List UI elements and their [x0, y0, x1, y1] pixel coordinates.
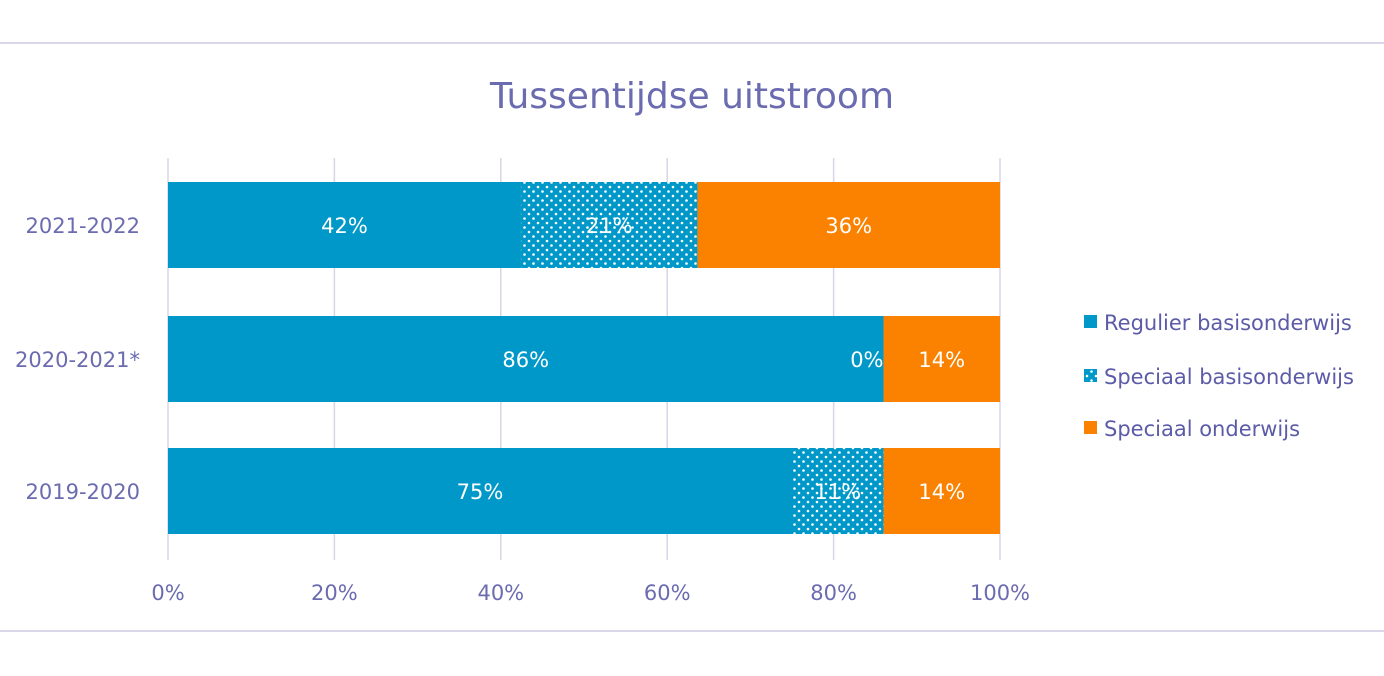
data-label: 36% [825, 214, 872, 238]
x-tick-label: 20% [311, 581, 358, 605]
y-category-label: 2021-2022 [26, 214, 140, 238]
bar-segment [168, 448, 792, 534]
x-tick-label: 80% [810, 581, 857, 605]
y-axis: 2021-2022 2020-2021* 2019-2020 [15, 214, 140, 504]
legend-swatch [1084, 315, 1097, 328]
bars: 42% 21% 36% 86% 0% 14% 75% 11% 14% [168, 182, 1000, 534]
data-label: 42% [321, 214, 368, 238]
legend-swatch [1084, 421, 1097, 434]
data-label: 0% [850, 348, 883, 372]
bar-segment [697, 182, 1000, 268]
y-category-label: 2019-2020 [26, 480, 140, 504]
chart-title: Tussentijdse uitstroom [489, 76, 894, 117]
y-category-label: 2020-2021* [15, 348, 140, 372]
x-tick-label: 60% [644, 581, 691, 605]
data-label: 14% [918, 480, 965, 504]
x-tick-label: 40% [477, 581, 524, 605]
data-label: 14% [918, 348, 965, 372]
data-label: 86% [502, 348, 549, 372]
bar-segment [168, 182, 521, 268]
data-label: 21% [586, 214, 633, 238]
legend-label: Speciaal basisonderwijs [1104, 365, 1354, 389]
x-tick-label: 0% [151, 581, 184, 605]
data-label: 11% [814, 480, 861, 504]
bar-segment [168, 316, 884, 402]
bar-segment [883, 316, 1000, 402]
data-label: 75% [457, 480, 504, 504]
bar-segment [520, 182, 698, 268]
legend: Regulier basisonderwijs Speciaal basisond… [1084, 311, 1354, 441]
x-axis: 0% 20% 40% 60% 80% 100% [151, 581, 1030, 605]
legend-label: Speciaal onderwijs [1104, 417, 1300, 441]
legend-swatch [1084, 369, 1097, 382]
bar-segment [792, 448, 884, 534]
bar-segment [883, 448, 1000, 534]
legend-label: Regulier basisonderwijs [1104, 311, 1352, 335]
x-tick-label: 100% [970, 581, 1030, 605]
